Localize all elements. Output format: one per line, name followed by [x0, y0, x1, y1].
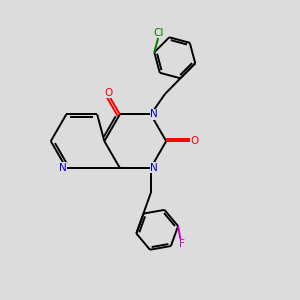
Text: N: N [150, 163, 158, 173]
Text: Cl: Cl [153, 28, 163, 38]
Text: O: O [104, 88, 112, 98]
Text: N: N [150, 110, 158, 119]
Text: O: O [190, 136, 198, 146]
Text: F: F [179, 239, 185, 250]
Text: N: N [59, 163, 67, 173]
